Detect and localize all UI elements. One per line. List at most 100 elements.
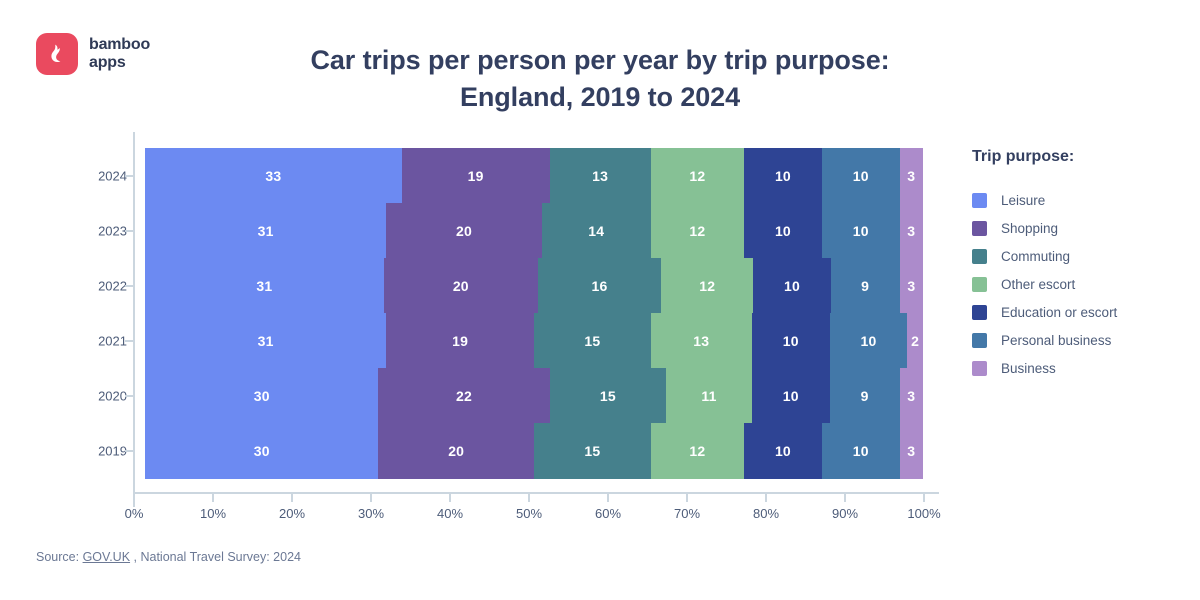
legend-item[interactable]: Shopping bbox=[972, 214, 1192, 242]
bar-segment[interactable]: 31 bbox=[145, 313, 387, 369]
bar-segment-value: 16 bbox=[591, 278, 608, 294]
y-axis-tick-mark bbox=[125, 395, 134, 397]
bar-segment[interactable]: 33 bbox=[145, 148, 402, 204]
bar-segment[interactable]: 13 bbox=[650, 313, 752, 369]
legend-item-label: Other escort bbox=[1001, 276, 1076, 292]
bar-segment-value: 13 bbox=[592, 168, 609, 184]
bar-segment-value: 10 bbox=[782, 333, 799, 349]
source-suffix: , National Travel Survey: 2024 bbox=[130, 550, 301, 564]
bar-segment-value: 30 bbox=[253, 388, 270, 404]
bar-segment-value: 10 bbox=[860, 333, 877, 349]
legend-swatch bbox=[972, 220, 987, 236]
bar-segment[interactable]: 14 bbox=[541, 203, 651, 259]
bar-segment[interactable]: 2 bbox=[907, 313, 923, 369]
bar-segment-value: 12 bbox=[699, 278, 716, 294]
bar-segment[interactable]: 10 bbox=[744, 203, 822, 259]
bar-segment-value: 15 bbox=[584, 443, 601, 459]
bar-segment[interactable]: 20 bbox=[383, 258, 538, 314]
legend-item-label: Personal business bbox=[1001, 332, 1112, 348]
x-axis-tick-label: 100% bbox=[907, 506, 941, 521]
bar-segment[interactable]: 10 bbox=[753, 258, 831, 314]
bar-segment[interactable]: 31 bbox=[145, 258, 384, 314]
bar-segment[interactable]: 15 bbox=[533, 423, 651, 479]
bar-segment[interactable]: 3 bbox=[899, 203, 923, 259]
bar-segment[interactable]: 10 bbox=[744, 148, 822, 204]
bar-segment-value: 15 bbox=[599, 388, 616, 404]
x-axis-tick-label: 0% bbox=[124, 506, 144, 521]
page-title-line2: England, 2019 to 2024 bbox=[459, 82, 741, 113]
bar-segment[interactable]: 12 bbox=[650, 203, 745, 259]
bar-segment[interactable]: 10 bbox=[751, 313, 830, 369]
legend-item-label: Education or escort bbox=[1001, 304, 1118, 320]
bar-segment[interactable]: 11 bbox=[666, 368, 752, 424]
bar-row: 30 20 15 12 10 10 3 bbox=[145, 423, 923, 479]
y-axis-tick-mark bbox=[125, 450, 134, 452]
bar-segment[interactable]: 16 bbox=[537, 258, 662, 314]
y-axis-tick-label: 2024 bbox=[98, 168, 127, 184]
bar-segment[interactable]: 3 bbox=[899, 258, 923, 314]
bamboo-apps-logo: bamboo apps bbox=[36, 33, 150, 75]
legend-item[interactable]: Leisure bbox=[972, 186, 1192, 214]
legend-item[interactable]: Other escort bbox=[972, 270, 1192, 298]
bar-segment[interactable]: 10 bbox=[744, 423, 822, 479]
bar-segment[interactable]: 13 bbox=[549, 148, 651, 204]
bar-segment-value: 3 bbox=[907, 443, 916, 459]
x-axis-tick-label: 40% bbox=[436, 506, 464, 521]
bar-segment[interactable]: 10 bbox=[751, 368, 830, 424]
legend-item[interactable]: Business bbox=[972, 354, 1192, 382]
bar-segment-value: 12 bbox=[689, 443, 706, 459]
bar-segment-value: 3 bbox=[907, 168, 916, 184]
source-note: Source: GOV.UK , National Travel Survey:… bbox=[36, 550, 301, 564]
bar-segment[interactable]: 19 bbox=[386, 313, 534, 369]
bar-segment-value: 11 bbox=[701, 388, 717, 404]
bar-segment[interactable]: 12 bbox=[650, 148, 745, 204]
bar-segment[interactable]: 20 bbox=[378, 423, 534, 479]
bar-segment[interactable]: 10 bbox=[821, 203, 900, 259]
bar-segment[interactable]: 3 bbox=[899, 423, 923, 479]
bar-segment[interactable]: 15 bbox=[533, 313, 651, 369]
y-axis-tick-mark bbox=[125, 230, 134, 232]
legend-item-label: Business bbox=[1001, 360, 1056, 376]
legend-item[interactable]: Education or escort bbox=[972, 298, 1192, 326]
bar-segment[interactable]: 19 bbox=[401, 148, 550, 204]
bar-segment-value: 22 bbox=[455, 388, 472, 404]
bar-segment[interactable]: 10 bbox=[821, 148, 900, 204]
bar-segment[interactable]: 30 bbox=[145, 368, 379, 424]
legend-item[interactable]: Commuting bbox=[972, 242, 1192, 270]
bar-segment-value: 12 bbox=[689, 168, 706, 184]
bar-segment[interactable]: 9 bbox=[830, 258, 900, 314]
bar-segment[interactable]: 31 bbox=[145, 203, 387, 259]
bar-segment[interactable]: 10 bbox=[821, 423, 900, 479]
bar-segment-value: 33 bbox=[265, 168, 282, 184]
page-title-line1: Car trips per person per year by trip pu… bbox=[310, 45, 890, 75]
y-axis-tick-mark bbox=[125, 340, 134, 342]
bar-segment[interactable]: 30 bbox=[145, 423, 379, 479]
x-axis-tick-mark bbox=[291, 494, 293, 502]
bar-segment-value: 31 bbox=[257, 333, 274, 349]
bar-segment[interactable]: 3 bbox=[899, 368, 923, 424]
bar-segment-value: 9 bbox=[861, 278, 870, 294]
bar-segment-value: 31 bbox=[257, 223, 274, 239]
logo-wordmark: bamboo apps bbox=[89, 36, 150, 72]
x-axis-tick-label: 80% bbox=[752, 506, 780, 521]
bar-segment[interactable]: 15 bbox=[549, 368, 667, 424]
source-link[interactable]: GOV.UK bbox=[82, 550, 131, 564]
bar-segment[interactable]: 10 bbox=[829, 313, 908, 369]
bar-segment[interactable]: 9 bbox=[829, 368, 900, 424]
x-axis-tick-label: 90% bbox=[831, 506, 859, 521]
bar-segment-value: 20 bbox=[455, 223, 472, 239]
bar-segment[interactable]: 12 bbox=[650, 423, 745, 479]
bar-segment[interactable]: 22 bbox=[378, 368, 550, 424]
bar-segment-value: 14 bbox=[588, 223, 605, 239]
bar-segment-value: 3 bbox=[907, 278, 916, 294]
bar-segment[interactable]: 3 bbox=[899, 148, 923, 204]
x-axis-tick-label: 50% bbox=[515, 506, 543, 521]
bar-segment[interactable]: 12 bbox=[661, 258, 754, 314]
x-axis-tick-label: 20% bbox=[278, 506, 306, 521]
legend-swatch bbox=[972, 192, 987, 208]
legend-items: Leisure Shopping Commuting Other escort Educ… bbox=[972, 186, 1192, 382]
bar-segment[interactable]: 20 bbox=[386, 203, 542, 259]
bar-row: 33 19 13 12 10 10 3 bbox=[145, 148, 923, 204]
legend-item[interactable]: Personal business bbox=[972, 326, 1192, 354]
chart-legend: Trip purpose: Leisure Shopping Commuting Ot… bbox=[972, 148, 1192, 382]
